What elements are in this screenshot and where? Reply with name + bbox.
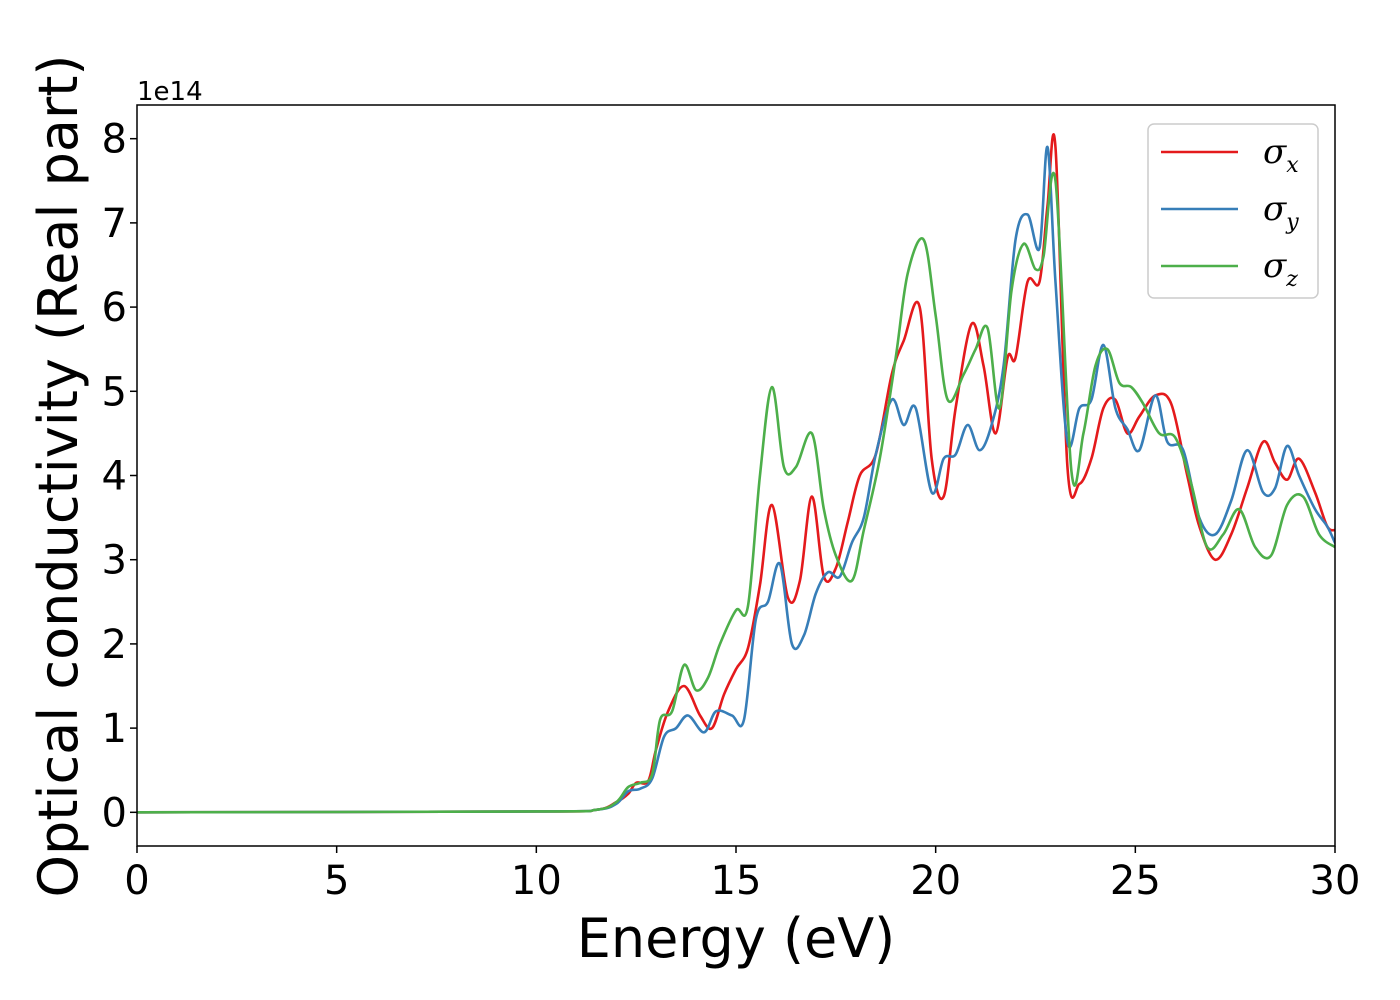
y-tick-label: 4 <box>102 454 127 500</box>
x-axis: 0 5 10 15 20 25 30 <box>124 846 1360 904</box>
y-axis-label: Optical conductivity (Real part) <box>27 55 90 898</box>
y-tick-label: 8 <box>102 117 127 163</box>
y-axis: 0 1 2 3 4 5 6 7 8 <box>102 117 137 836</box>
x-axis-label: Energy (eV) <box>577 907 896 970</box>
legend: σx σy σz <box>1147 123 1319 299</box>
y-tick-label: 1 <box>102 706 127 752</box>
series-line-x <box>137 133 1335 814</box>
x-tick-label: 15 <box>711 858 762 904</box>
y-tick-label: 0 <box>102 790 127 836</box>
legend-label-y: σy <box>1263 189 1299 235</box>
y-offset-label: 1e14 <box>137 77 203 107</box>
y-tick-label: 2 <box>102 622 127 668</box>
x-tick-label: 10 <box>511 858 562 904</box>
legend-box <box>1147 123 1319 299</box>
series-line-z <box>137 171 1335 814</box>
legend-label-z: σz <box>1263 246 1298 292</box>
x-tick-label: 25 <box>1110 858 1161 904</box>
y-tick-label: 7 <box>102 201 127 247</box>
y-tick-label: 3 <box>102 538 127 584</box>
x-tick-label: 20 <box>910 858 961 904</box>
x-tick-label: 0 <box>124 858 149 904</box>
y-tick-label: 6 <box>102 285 127 331</box>
legend-label-x: σx <box>1263 132 1299 178</box>
series-lines <box>137 133 1335 814</box>
x-tick-label: 5 <box>324 858 349 904</box>
y-tick-label: 5 <box>102 369 127 415</box>
x-tick-label: 30 <box>1310 858 1361 904</box>
